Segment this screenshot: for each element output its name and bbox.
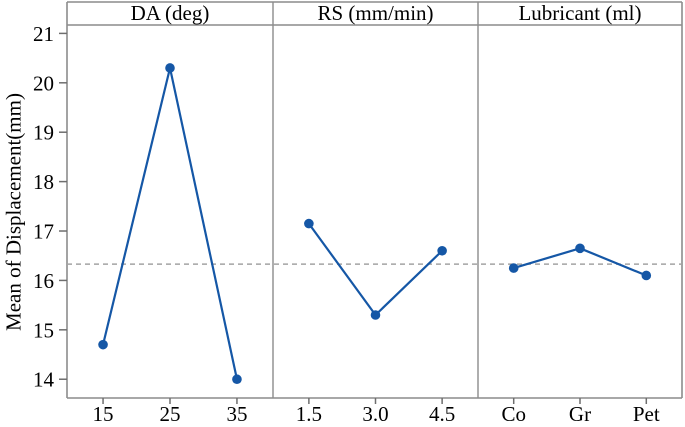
data-point-marker xyxy=(304,218,314,229)
y-tick-label: 17 xyxy=(33,220,54,244)
panel-title-lubricant: Lubricant (ml) xyxy=(518,1,642,25)
y-tick-label: 16 xyxy=(33,269,54,293)
y-tick-label: 19 xyxy=(33,121,54,145)
data-point-marker xyxy=(370,310,381,320)
x-tick-label: 25 xyxy=(160,402,181,426)
panel-title-da: DA (deg) xyxy=(130,1,210,25)
x-tick-label: 1.5 xyxy=(296,402,322,426)
y-tick-label: 15 xyxy=(33,318,54,342)
y-tick-label: 14 xyxy=(33,368,55,392)
x-tick-label: 4.5 xyxy=(429,402,455,426)
y-tick-label: 20 xyxy=(33,71,54,95)
x-tick-label: 3.0 xyxy=(362,402,388,426)
data-point-marker xyxy=(165,63,175,73)
data-point-marker xyxy=(232,374,242,385)
data-point-marker xyxy=(437,245,447,256)
data-point-marker xyxy=(508,263,519,273)
data-point-marker xyxy=(641,270,652,281)
data-point-marker xyxy=(98,339,108,350)
y-tick-label: 18 xyxy=(33,170,54,194)
x-tick-label: 15 xyxy=(93,402,114,426)
x-tick-label: Gr xyxy=(569,402,591,426)
series-line xyxy=(101,66,239,381)
x-tick-label: Co xyxy=(501,402,526,426)
x-tick-label: 35 xyxy=(226,402,247,426)
panel-title-rs: RS (mm/min) xyxy=(317,1,434,25)
data-point-marker xyxy=(575,243,585,254)
x-tick-label: Pet xyxy=(633,402,660,426)
y-tick-label: 21 xyxy=(33,22,54,46)
series-line xyxy=(307,222,444,317)
y-axis-label: Mean of Displacement(mm) xyxy=(1,93,26,331)
